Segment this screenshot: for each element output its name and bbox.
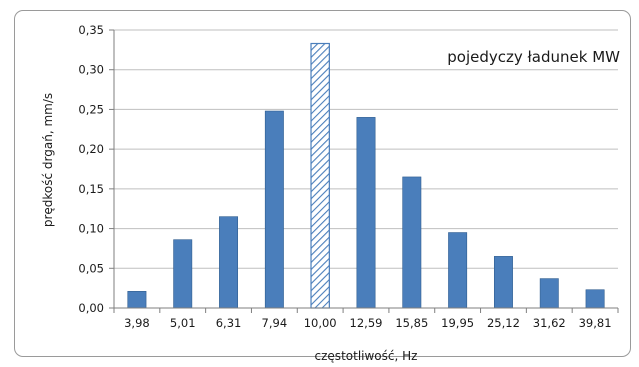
bar (173, 239, 193, 309)
y-tick-label: 0,30 (78, 63, 104, 77)
y-tick-label: 0,25 (78, 102, 104, 116)
y-tick-label: 0,00 (78, 301, 104, 315)
x-tick-label: 12,59 (350, 316, 383, 330)
bar (539, 278, 559, 309)
x-tick-label: 5,01 (170, 316, 196, 330)
x-tick-label: 7,94 (262, 316, 288, 330)
x-tick-label: 10,00 (304, 316, 337, 330)
x-axis-title: częstotliwość, Hz (315, 349, 418, 363)
axes (109, 29, 619, 313)
bar (585, 289, 605, 309)
bar (448, 232, 468, 309)
x-tick-label: 39,81 (579, 316, 612, 330)
x-tick-label: 15,85 (395, 316, 428, 330)
x-tick-label: 31,62 (533, 316, 566, 330)
x-tick-label: 25,12 (487, 316, 520, 330)
y-tick-label: 0,20 (78, 142, 104, 156)
x-tick-label: 19,95 (441, 316, 474, 330)
bar (356, 117, 376, 309)
x-tick-label: 3,98 (124, 316, 150, 330)
y-axis-title: prędkość drgań, mm/s (41, 93, 55, 227)
y-tick-label: 0,35 (78, 23, 104, 37)
bar (264, 110, 284, 309)
series-annotation: pojedyczy ładunek MW (447, 48, 620, 66)
bars (127, 42, 605, 309)
y-tick-label: 0,10 (78, 222, 104, 236)
y-tick-label: 0,15 (78, 182, 104, 196)
bar (402, 176, 422, 309)
gridlines (114, 29, 618, 269)
bar (127, 291, 147, 309)
bar (493, 256, 513, 309)
tick-labels: 0,00 0,05 0,10 0,15 0,20 0,25 0,30 0,35 3,98 5,01… (78, 23, 611, 330)
y-tick-label: 0,05 (78, 261, 104, 275)
bar-highlighted (310, 42, 330, 309)
x-tick-label: 6,31 (216, 316, 242, 330)
bar (219, 216, 239, 309)
